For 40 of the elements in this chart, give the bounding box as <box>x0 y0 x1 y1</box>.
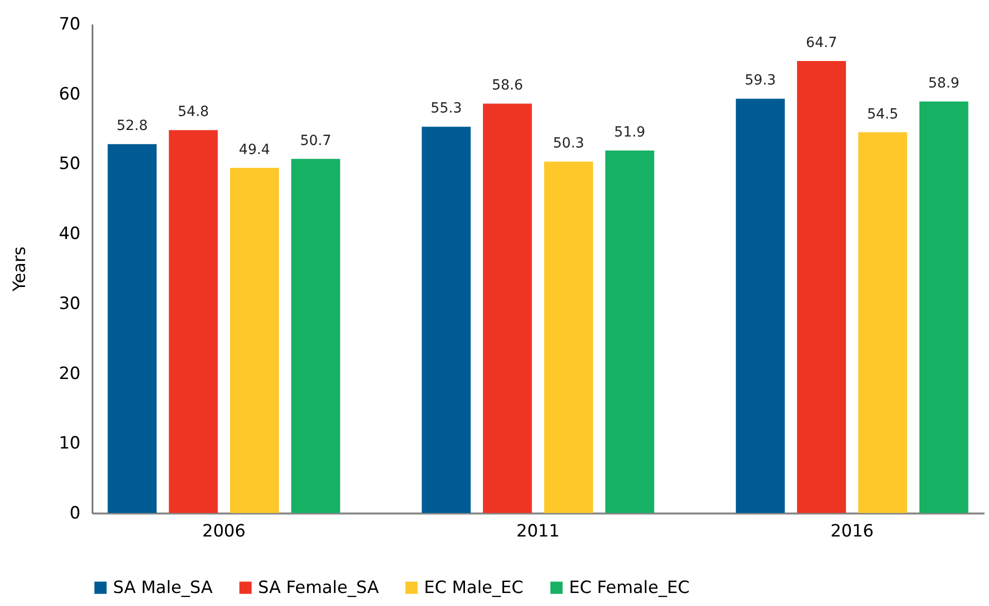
bar <box>422 126 471 513</box>
bar <box>291 158 340 513</box>
x-tick-label: 2011 <box>516 522 560 542</box>
data-label: 58.6 <box>492 78 524 94</box>
data-label: 50.3 <box>552 136 584 152</box>
bar <box>482 104 532 513</box>
data-label: 59.3 <box>744 72 776 89</box>
data-label: 52.8 <box>116 118 148 134</box>
y-tick-label: 40 <box>58 224 80 244</box>
data-label: 51.9 <box>614 124 646 140</box>
bar <box>858 132 908 513</box>
legend-label: SA Female_SA <box>258 578 380 598</box>
data-label: 50.7 <box>300 132 332 149</box>
bar <box>797 61 846 513</box>
data-label: 49.4 <box>238 142 270 158</box>
bar <box>168 130 218 513</box>
x-tick-label: 2016 <box>830 522 874 542</box>
data-label: 64.7 <box>806 35 838 52</box>
legend-label: SA Male_SA <box>113 578 214 598</box>
y-tick-label: 60 <box>58 84 80 104</box>
legend-label: EC Male_EC <box>424 578 524 598</box>
bar <box>108 144 157 513</box>
data-label: 58.9 <box>928 76 960 92</box>
y-tick-label: 10 <box>58 434 80 454</box>
y-tick-label: 70 <box>58 14 80 34</box>
bar <box>919 102 968 513</box>
y-tick-label: 50 <box>58 154 80 174</box>
bar <box>605 150 654 513</box>
bar <box>230 168 279 513</box>
bar <box>736 98 785 513</box>
y-tick-label: 20 <box>58 364 80 384</box>
data-label: 55.3 <box>430 100 462 117</box>
x-tick-label: 2006 <box>202 522 246 542</box>
bar <box>544 162 594 513</box>
data-label: 54.5 <box>867 106 898 122</box>
y-tick-label: 30 <box>58 294 80 314</box>
legend-label: EC Female_EC <box>569 578 690 598</box>
data-label: 54.8 <box>178 104 209 120</box>
y-axis-title: Years <box>10 246 30 292</box>
y-tick-label: 0 <box>70 504 80 524</box>
